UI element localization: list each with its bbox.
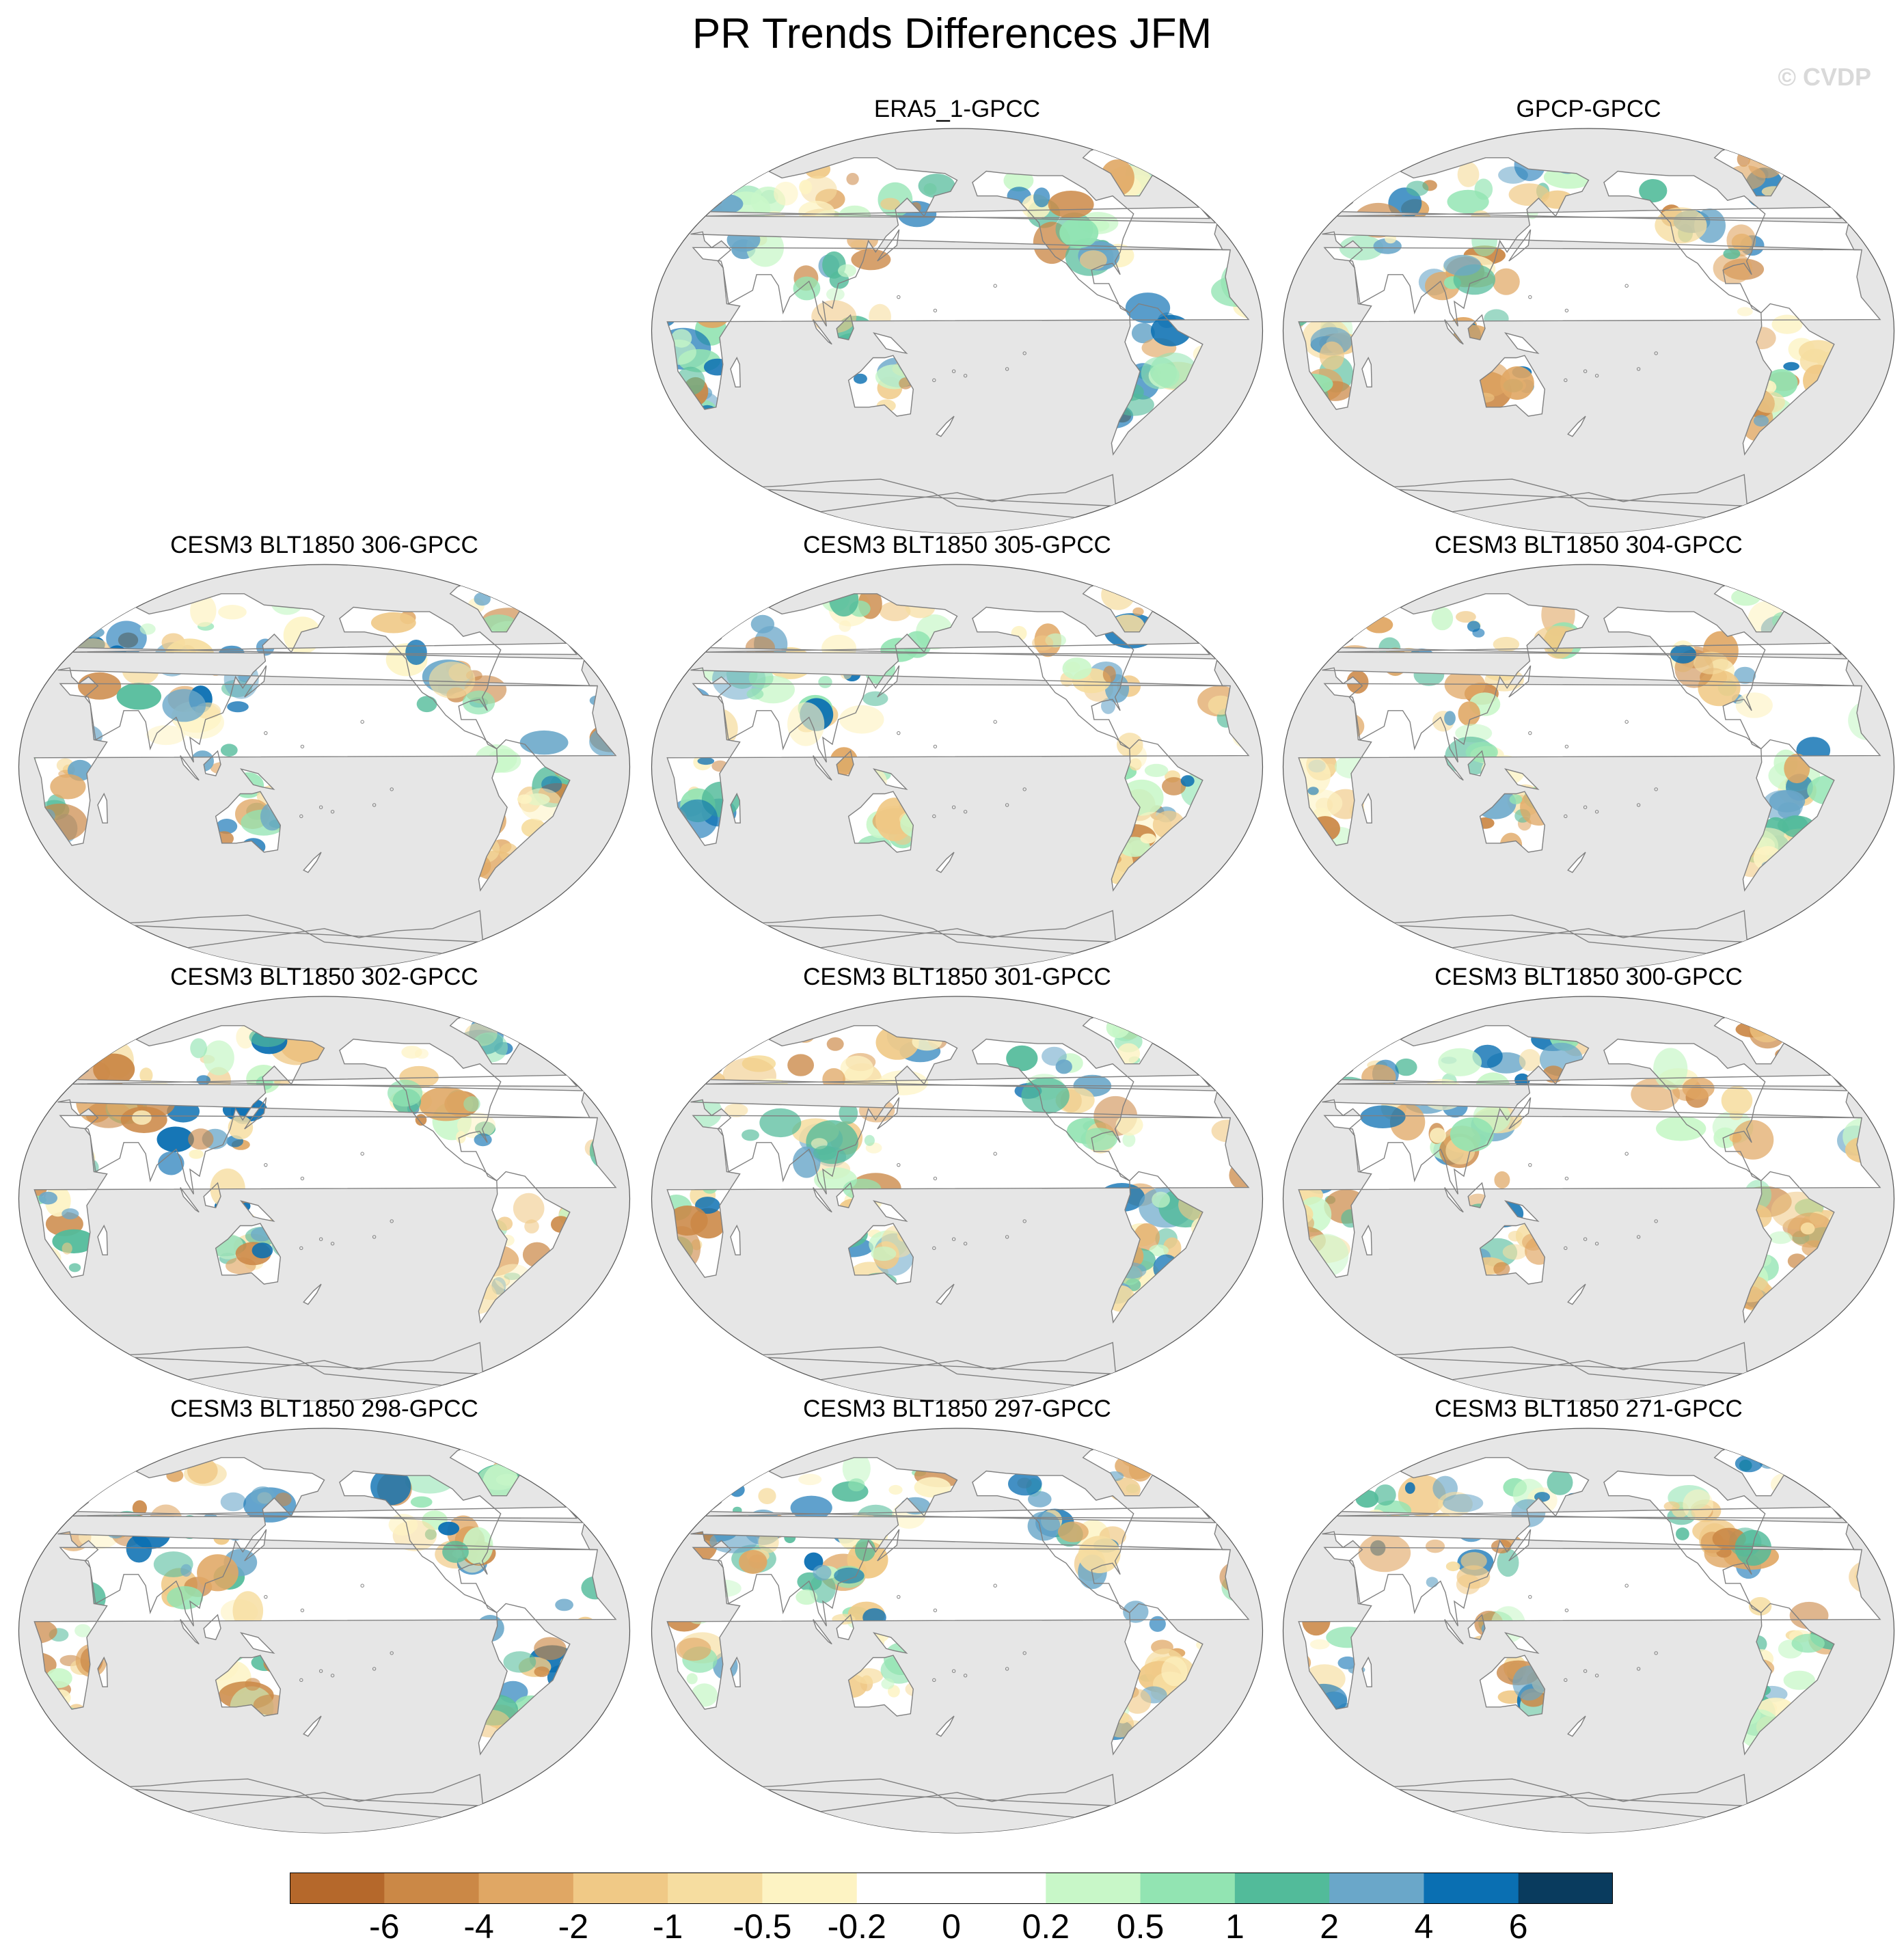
world-map	[1282, 1428, 1895, 1834]
panel-title: CESM3 BLT1850 304-GPCC	[1434, 532, 1743, 558]
colorbar-tick-label: 0	[942, 1907, 961, 1946]
colorbar-segment	[1329, 1873, 1424, 1904]
colorbar-segment	[573, 1873, 668, 1904]
page-title: PR Trends Differences JFM	[692, 10, 1212, 57]
world-map	[1282, 564, 1895, 970]
map-panel: CESM3 BLT1850 304-GPCC	[1279, 532, 1898, 976]
world-map	[651, 564, 1264, 970]
map-panel: CESM3 BLT1850 271-GPCC	[1279, 1396, 1898, 1840]
colorbar-tick-label: -6	[369, 1907, 400, 1946]
world-map	[18, 1428, 631, 1834]
map-panel: CESM3 BLT1850 301-GPCC	[648, 964, 1266, 1408]
colorbar-tick-label: 6	[1508, 1907, 1528, 1946]
colorbar-segment	[668, 1873, 763, 1904]
panel-title: CESM3 BLT1850 305-GPCC	[803, 532, 1111, 558]
colorbar-segment	[951, 1873, 1046, 1904]
colorbar-segment	[290, 1873, 385, 1904]
panel-title: CESM3 BLT1850 300-GPCC	[1434, 964, 1743, 990]
world-map	[651, 996, 1264, 1402]
colorbar-segment	[384, 1873, 480, 1904]
world-map	[18, 996, 631, 1402]
colorbar-tick-label: 0.5	[1116, 1907, 1165, 1946]
colorbar-segment	[478, 1873, 574, 1904]
colorbar-segment	[1140, 1873, 1236, 1904]
colorbar-segment	[1424, 1873, 1519, 1904]
colorbar-tick-label: 1	[1225, 1907, 1245, 1946]
world-map	[1282, 128, 1895, 534]
panel-title: CESM3 BLT1850 306-GPCC	[170, 532, 478, 558]
panel-title: CESM3 BLT1850 301-GPCC	[803, 964, 1111, 990]
map-panel: CESM3 BLT1850 298-GPCC	[15, 1396, 634, 1840]
colorbar-tick-label: -1	[652, 1907, 683, 1946]
panel-title: CESM3 BLT1850 298-GPCC	[170, 1396, 478, 1422]
panel-title: ERA5_1-GPCC	[873, 96, 1041, 122]
colorbar-tick-label: -4	[463, 1907, 494, 1946]
panel-title: CESM3 BLT1850 271-GPCC	[1434, 1396, 1743, 1422]
colorbar	[290, 1873, 1613, 1904]
map-panel: CESM3 BLT1850 300-GPCC	[1279, 964, 1898, 1408]
colorbar-segment	[856, 1873, 952, 1904]
colorbar-segment	[762, 1873, 858, 1904]
map-panel: ERA5_1-GPCC	[648, 96, 1266, 540]
colorbar-tick-label: -2	[558, 1907, 589, 1946]
colorbar-segment	[1046, 1873, 1141, 1904]
watermark: © CVDP	[1778, 63, 1871, 91]
panel-title: GPCP-GPCC	[1516, 96, 1661, 122]
world-map	[1282, 996, 1895, 1402]
colorbar-tick-label: 2	[1320, 1907, 1339, 1946]
colorbar-tick-label: -0.5	[733, 1907, 792, 1946]
map-panel: CESM3 BLT1850 306-GPCC	[15, 532, 634, 976]
colorbar-segment	[1234, 1873, 1330, 1904]
world-map	[651, 128, 1264, 534]
colorbar-segment	[1518, 1873, 1613, 1904]
colorbar-tick-label: 0.2	[1022, 1907, 1070, 1946]
map-panel: CESM3 BLT1850 297-GPCC	[648, 1396, 1266, 1840]
world-map	[18, 564, 631, 970]
map-panel: CESM3 BLT1850 302-GPCC	[15, 964, 634, 1408]
panel-title: CESM3 BLT1850 302-GPCC	[170, 964, 478, 990]
colorbar-tick-label: 4	[1414, 1907, 1434, 1946]
map-panel: GPCP-GPCC	[1279, 96, 1898, 540]
panel-title: CESM3 BLT1850 297-GPCC	[803, 1396, 1111, 1422]
colorbar-labels: -6 -4 -2 -1 -0.5 -0.2 0 0.2 0.5 1 2 4 6	[0, 1907, 1904, 1955]
colorbar-tick-label: -0.2	[827, 1907, 886, 1946]
map-panel: CESM3 BLT1850 305-GPCC	[648, 532, 1266, 976]
world-map	[651, 1428, 1264, 1834]
